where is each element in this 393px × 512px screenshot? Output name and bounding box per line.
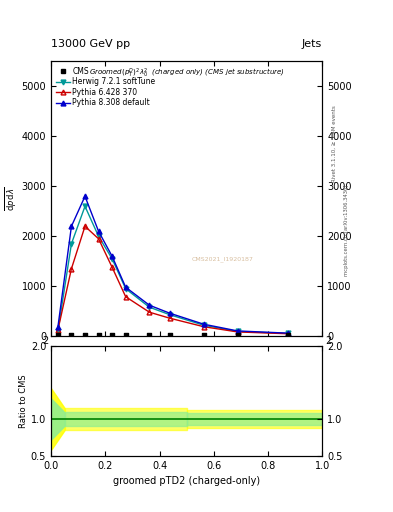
Line: Pythia 6.428 370: Pythia 6.428 370 <box>55 224 291 336</box>
Herwig 7.2.1 softTune <box>55 328 60 334</box>
Text: Jets: Jets <box>302 38 322 49</box>
Pythia 8.308 default <box>147 302 152 308</box>
CMS <box>200 331 207 339</box>
CMS <box>167 331 173 339</box>
Y-axis label: $\mathrm{d}^2N$
$\overline{\mathrm{d}p\,\mathrm{d}\lambda}$: $\mathrm{d}^2N$ $\overline{\mathrm{d}p\,… <box>0 187 19 211</box>
Herwig 7.2.1 softTune <box>69 241 74 247</box>
Line: Herwig 7.2.1 softTune: Herwig 7.2.1 softTune <box>55 204 291 336</box>
Pythia 6.428 370 <box>123 294 128 300</box>
Text: CMS2021_I1920187: CMS2021_I1920187 <box>192 257 254 262</box>
Pythia 8.308 default <box>201 321 206 327</box>
CMS <box>109 331 115 339</box>
Text: Rivet 3.1.10, ≥ 3.4M events: Rivet 3.1.10, ≥ 3.4M events <box>332 105 337 182</box>
Pythia 6.428 370 <box>83 223 87 229</box>
Pythia 8.308 default <box>123 284 128 290</box>
Text: 2: 2 <box>325 336 331 346</box>
Pythia 8.308 default <box>69 223 74 229</box>
CMS <box>234 331 241 339</box>
Pythia 8.308 default <box>110 253 114 259</box>
Pythia 6.428 370 <box>167 315 172 321</box>
Text: Groomed$(p_T^D)^2\lambda_0^2$  (charged only) (CMS jet substructure): Groomed$(p_T^D)^2\lambda_0^2$ (charged o… <box>89 67 285 80</box>
Pythia 8.308 default <box>235 328 240 334</box>
Herwig 7.2.1 softTune <box>83 203 87 209</box>
Text: mcplots.cern.ch [arXiv:1306.3436]: mcplots.cern.ch [arXiv:1306.3436] <box>344 185 349 276</box>
CMS <box>55 331 61 339</box>
CMS <box>285 331 292 339</box>
Pythia 8.308 default <box>55 324 60 330</box>
Pythia 6.428 370 <box>201 324 206 330</box>
Pythia 8.308 default <box>83 193 87 199</box>
Pythia 8.308 default <box>167 310 172 316</box>
Legend: CMS, Herwig 7.2.1 softTune, Pythia 6.428 370, Pythia 8.308 default: CMS, Herwig 7.2.1 softTune, Pythia 6.428… <box>55 65 157 109</box>
X-axis label: groomed pTD2 (charged-only): groomed pTD2 (charged-only) <box>113 476 260 486</box>
Pythia 6.428 370 <box>147 309 152 315</box>
Herwig 7.2.1 softTune <box>167 312 172 318</box>
Pythia 6.428 370 <box>235 329 240 335</box>
Pythia 8.308 default <box>96 228 101 234</box>
Pythia 6.428 370 <box>55 327 60 333</box>
Text: 2: 2 <box>42 336 48 346</box>
Herwig 7.2.1 softTune <box>201 322 206 328</box>
Pythia 6.428 370 <box>96 236 101 242</box>
Y-axis label: Ratio to CMS: Ratio to CMS <box>19 374 28 428</box>
Herwig 7.2.1 softTune <box>96 233 101 239</box>
Herwig 7.2.1 softTune <box>110 255 114 262</box>
Text: 13000 GeV pp: 13000 GeV pp <box>51 38 130 49</box>
CMS <box>95 331 102 339</box>
CMS <box>68 331 75 339</box>
Herwig 7.2.1 softTune <box>286 330 291 336</box>
Herwig 7.2.1 softTune <box>235 328 240 334</box>
Herwig 7.2.1 softTune <box>147 304 152 310</box>
CMS <box>146 331 152 339</box>
CMS <box>123 331 129 339</box>
Herwig 7.2.1 softTune <box>123 286 128 292</box>
Pythia 8.308 default <box>286 330 291 336</box>
Pythia 6.428 370 <box>69 266 74 272</box>
Line: Pythia 8.308 default: Pythia 8.308 default <box>55 194 291 335</box>
Pythia 6.428 370 <box>110 264 114 270</box>
Pythia 6.428 370 <box>286 331 291 337</box>
CMS <box>82 331 88 339</box>
